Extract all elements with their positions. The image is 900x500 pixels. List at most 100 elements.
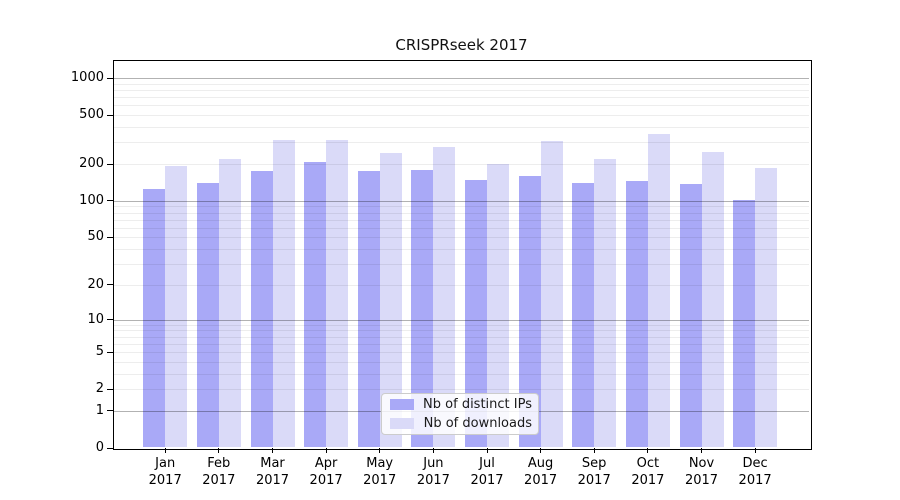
x-tick-label-nov: Nov 2017 bbox=[670, 455, 734, 489]
x-tick-label-aug: Aug 2017 bbox=[509, 455, 573, 489]
x-tick-year: 2017 bbox=[255, 473, 290, 488]
bar-ips-jan bbox=[143, 189, 166, 447]
x-tick-label-dec: Dec 2017 bbox=[723, 455, 787, 489]
x-tick-month: Jun bbox=[423, 456, 444, 471]
bar-ips-mar bbox=[250, 171, 273, 447]
x-tick-may bbox=[379, 448, 381, 453]
legend-swatch-distinct-ips bbox=[390, 399, 414, 410]
legend-swatch-downloads bbox=[390, 418, 414, 429]
gridline-major-100 bbox=[114, 200, 809, 202]
x-tick-year: 2017 bbox=[738, 473, 772, 488]
x-tick-aug bbox=[540, 448, 542, 453]
gridline-minor-2 bbox=[114, 389, 809, 391]
y-tick-label-1000: 1000 bbox=[70, 70, 104, 85]
y-tick-200 bbox=[107, 163, 113, 165]
x-tick-month: Apr bbox=[314, 456, 338, 471]
x-tick-label-jan: Jan 2017 bbox=[133, 455, 197, 489]
x-tick-sep bbox=[593, 448, 595, 453]
x-tick-nov bbox=[701, 448, 702, 453]
bar-ips-oct bbox=[625, 180, 648, 447]
bar-ips-apr bbox=[304, 161, 327, 447]
x-tick-year: 2017 bbox=[363, 473, 397, 488]
x-tick-month: Oct bbox=[636, 456, 660, 471]
x-tick-month: May bbox=[366, 456, 394, 471]
y-tick-label-2: 2 bbox=[95, 381, 104, 397]
y-tick-label-10: 10 bbox=[87, 311, 104, 327]
y-tick-100 bbox=[107, 200, 113, 202]
y-tick-0 bbox=[107, 447, 113, 449]
x-tick-apr bbox=[325, 448, 327, 453]
gridline-minor-700 bbox=[114, 97, 809, 99]
bar-downloads-jan bbox=[165, 166, 188, 447]
y-tick-label-100: 100 bbox=[79, 192, 104, 208]
x-tick-label-jun: Jun 2017 bbox=[401, 455, 465, 489]
gridline-major-10 bbox=[114, 319, 809, 321]
x-tick-label-oct: Oct 2017 bbox=[616, 455, 680, 489]
bar-downloads-mar bbox=[272, 139, 295, 447]
y-tick-50 bbox=[107, 236, 113, 238]
x-tick-year: 2017 bbox=[524, 473, 558, 488]
x-tick-dec bbox=[754, 448, 756, 453]
bar-ips-jul bbox=[465, 180, 487, 447]
y-tick-5 bbox=[107, 351, 113, 353]
y-tick-label-200: 200 bbox=[79, 156, 104, 171]
x-tick-month: Nov bbox=[688, 456, 715, 471]
gridline-minor-900 bbox=[114, 83, 809, 85]
gridline-minor-50 bbox=[114, 237, 809, 239]
y-tick-20 bbox=[107, 284, 113, 286]
bar-ips-may bbox=[357, 170, 380, 447]
gridline-minor-5 bbox=[114, 352, 809, 353]
gridline-minor-70 bbox=[114, 219, 809, 221]
x-tick-month: Mar bbox=[260, 456, 285, 471]
bar-downloads-oct bbox=[647, 134, 670, 447]
y-tick-label-50: 50 bbox=[87, 229, 104, 245]
x-tick-year: 2017 bbox=[148, 473, 182, 488]
y-tick-500 bbox=[107, 114, 113, 116]
y-tick-1000 bbox=[107, 77, 113, 79]
gridline-minor-9 bbox=[114, 324, 809, 326]
gridline-major-1000 bbox=[114, 78, 809, 79]
x-tick-label-apr: Apr 2017 bbox=[294, 455, 358, 489]
gridline-minor-6 bbox=[114, 343, 809, 345]
y-tick-10 bbox=[107, 319, 113, 321]
gridline-minor-500 bbox=[114, 115, 809, 117]
gridline-minor-300 bbox=[114, 142, 809, 144]
bar-downloads-apr bbox=[326, 140, 349, 447]
y-tick-label-0: 0 bbox=[95, 440, 104, 455]
gridline-minor-4 bbox=[114, 361, 809, 363]
x-tick-month: Jan bbox=[155, 456, 176, 471]
gridline-minor-8 bbox=[114, 330, 809, 332]
gridline-minor-800 bbox=[114, 89, 809, 91]
legend: Nb of distinct IPs Nb of downloads bbox=[381, 393, 539, 435]
gridline-minor-7 bbox=[114, 336, 809, 338]
bar-ips-dec bbox=[733, 200, 756, 447]
gridline-minor-30 bbox=[114, 264, 809, 266]
legend-item-distinct-ips: Nb of distinct IPs bbox=[388, 397, 532, 412]
legend-item-downloads: Nb of downloads bbox=[388, 416, 532, 431]
x-tick-year: 2017 bbox=[631, 473, 665, 488]
y-tick-1 bbox=[107, 410, 113, 412]
bar-ips-jun bbox=[411, 169, 434, 447]
x-tick-label-may: May 2017 bbox=[348, 455, 412, 489]
y-tick-label-5: 5 bbox=[95, 344, 104, 359]
x-tick-jul bbox=[486, 448, 488, 453]
x-tick-year: 2017 bbox=[684, 473, 719, 488]
y-tick-label-500: 500 bbox=[79, 107, 104, 123]
bar-ips-feb bbox=[196, 183, 219, 447]
gridline-minor-400 bbox=[114, 127, 809, 128]
legend-label-downloads: Nb of downloads bbox=[423, 416, 532, 431]
y-tick-2 bbox=[107, 388, 113, 390]
bar-downloads-jun bbox=[433, 147, 456, 447]
x-tick-year: 2017 bbox=[577, 473, 611, 488]
gridline-minor-200 bbox=[114, 164, 809, 165]
bar-ips-nov bbox=[679, 183, 702, 447]
bar-downloads-aug bbox=[540, 140, 563, 447]
x-tick-feb bbox=[218, 448, 220, 453]
bar-downloads-sep bbox=[594, 159, 617, 447]
x-tick-jan bbox=[164, 448, 166, 453]
chart-title: CRISPRseek 2017 bbox=[395, 36, 528, 54]
bar-ips-aug bbox=[518, 175, 541, 447]
x-tick-month: Feb bbox=[207, 456, 231, 471]
gridline-minor-20 bbox=[114, 284, 809, 286]
gridline-minor-80 bbox=[114, 212, 809, 214]
